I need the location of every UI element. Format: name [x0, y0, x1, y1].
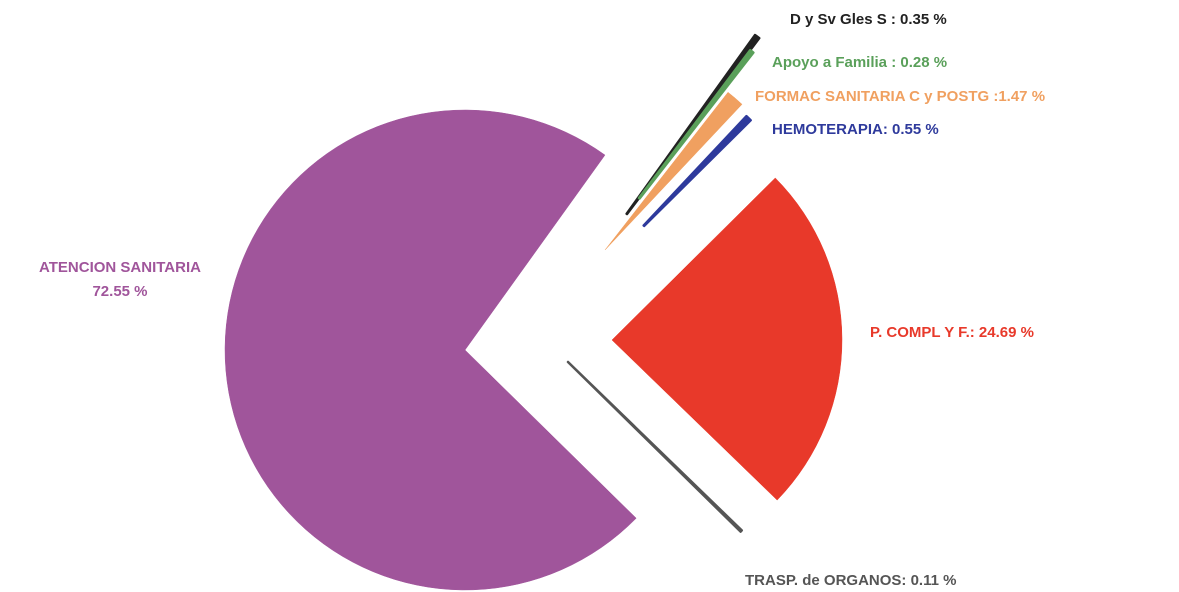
- pie-slice: [566, 360, 744, 533]
- slice-label-line: TRASP. de ORGANOS: 0.11 %: [745, 572, 956, 589]
- slice-label-line: FORMAC SANITARIA C y POSTG :1.47 %: [755, 88, 1045, 105]
- pie-slice: [224, 109, 637, 591]
- slice-label-line: P. COMPL Y F.: 24.69 %: [870, 324, 1034, 341]
- slice-label-line: 72.55 %: [92, 283, 147, 300]
- slice-label-line: HEMOTERAPIA: 0.55 %: [772, 121, 939, 138]
- slice-label: TRASP. de ORGANOS: 0.11 %: [745, 572, 956, 589]
- slice-label: HEMOTERAPIA: 0.55 %: [772, 121, 939, 138]
- slice-label: FORMAC SANITARIA C y POSTG :1.47 %: [755, 88, 1045, 105]
- slice-label-line: D y Sv Gles S : 0.35 %: [790, 11, 947, 28]
- slice-label-line: Apoyo a Familia : 0.28 %: [772, 54, 947, 71]
- pie-slice: [604, 92, 743, 251]
- pie-slice: [637, 48, 755, 200]
- pie-slice: [611, 177, 843, 501]
- slice-label: Apoyo a Familia : 0.28 %: [772, 54, 947, 71]
- slice-label: P. COMPL Y F.: 24.69 %: [870, 324, 1034, 341]
- slice-label: ATENCION SANITARIA 72.55 %: [39, 259, 201, 300]
- slice-label-line: ATENCION SANITARIA: [39, 259, 201, 276]
- pie-slice: [642, 114, 752, 228]
- slice-label: D y Sv Gles S : 0.35 %: [790, 11, 947, 28]
